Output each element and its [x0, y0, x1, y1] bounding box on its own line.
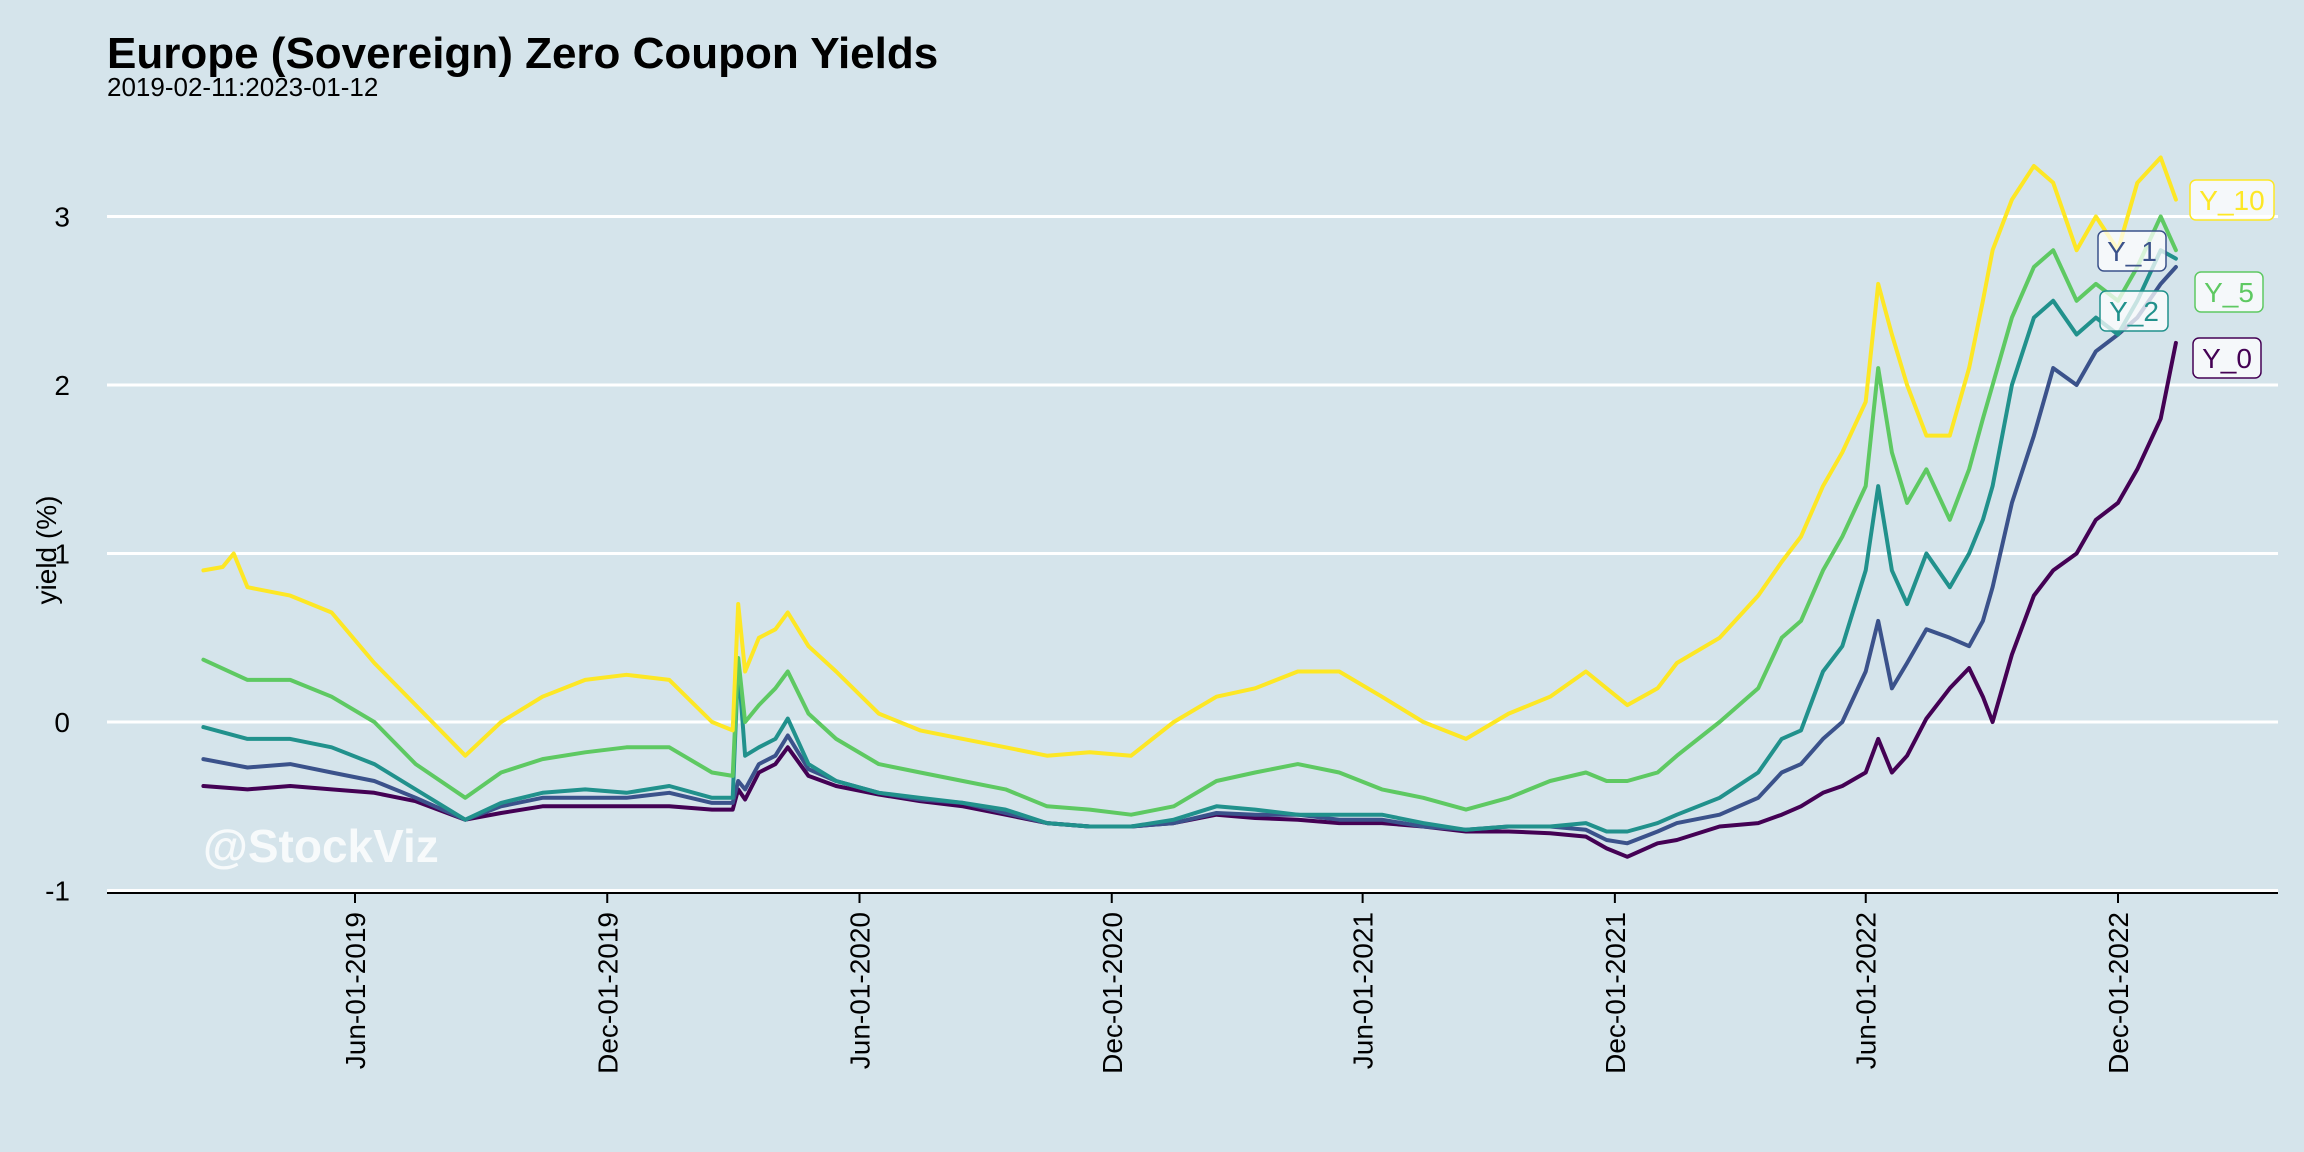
- x-tick-label: Jun-01-2019: [340, 912, 371, 1069]
- series-label-box: [2192, 337, 2262, 379]
- y-tick-label: 1: [54, 539, 70, 570]
- series-label-text: Y_2: [2109, 296, 2159, 327]
- series-label-layer: Y_10 Y_1 Y_5 Y_2 Y_0: [2097, 179, 2275, 379]
- y-axis-title: yield (%): [31, 496, 62, 605]
- series-label-box: [2189, 179, 2275, 221]
- grid-layer: [107, 215, 2278, 892]
- x-tick-label: Dec-01-2020: [1097, 912, 1128, 1074]
- x-tick-label: Jun-01-2021: [1348, 912, 1379, 1069]
- series-label-y-1: Y_1: [2097, 230, 2167, 272]
- y-tick-label: 0: [54, 707, 70, 738]
- series-label-text: Y_5: [2204, 277, 2254, 308]
- series-label-text: Y_10: [2199, 185, 2264, 216]
- series-line-y-2: [201, 248, 2178, 834]
- x-tick-label: Dec-01-2021: [1600, 912, 1631, 1074]
- axis-layer: -1 0 1 2 3 Jun-01-2019 Dec-01-2019 Jun-01-2020 D…: [45, 202, 2278, 1074]
- x-tick-label: Dec-01-2022: [2103, 912, 2134, 1074]
- series-label-y-10: Y_10: [2189, 179, 2275, 221]
- series-label-box: [2097, 230, 2167, 272]
- y-tick-label: 2: [54, 370, 70, 401]
- watermark: @StockViz: [203, 820, 439, 872]
- series-layer: [201, 155, 2178, 859]
- series-line-y-5: [201, 214, 2178, 817]
- x-tick-label: Jun-01-2020: [845, 912, 876, 1069]
- series-label-y-5: Y_5: [2194, 271, 2264, 313]
- series-label-text: Y_1: [2107, 236, 2157, 267]
- chart-title: Europe (Sovereign) Zero Coupon Yields: [107, 29, 938, 78]
- x-tick-label: Jun-01-2022: [1851, 912, 1882, 1069]
- series-label-box: [2194, 271, 2264, 313]
- series-line-y-1: [201, 265, 2178, 846]
- y-tick-label: -1: [45, 876, 70, 907]
- series-label-y-2: Y_2: [2099, 290, 2169, 332]
- series-label-text: Y_0: [2202, 343, 2252, 374]
- series-line-y-0: [201, 340, 2178, 859]
- series-line-y-10: [201, 155, 2178, 758]
- series-label-y-0: Y_0: [2192, 337, 2262, 379]
- x-tick-label: Dec-01-2019: [592, 912, 623, 1074]
- y-tick-label: 3: [54, 202, 70, 233]
- series-label-box: [2099, 290, 2169, 332]
- chart-subtitle: 2019-02-11:2023-01-12: [107, 72, 378, 102]
